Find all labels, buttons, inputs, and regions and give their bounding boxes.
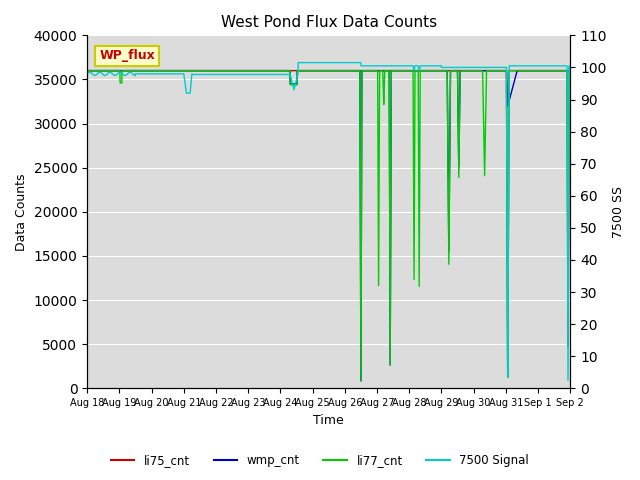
- wmp_cnt: [171, 68, 179, 73]
- wmp_cnt: [566, 68, 574, 73]
- li77_cnt: [481, 168, 488, 173]
- Line: li75_cnt: li75_cnt: [87, 71, 570, 377]
- li77_cnt: [83, 68, 91, 73]
- wmp_cnt: [357, 378, 365, 384]
- li75_cnt: [268, 68, 276, 73]
- Legend: li75_cnt, wmp_cnt, li77_cnt, 7500 Signal: li75_cnt, wmp_cnt, li77_cnt, 7500 Signal: [106, 449, 534, 472]
- li77_cnt: [444, 128, 452, 134]
- 7500 Signal: [564, 377, 572, 383]
- li77_cnt: [566, 68, 574, 73]
- li75_cnt: [373, 68, 381, 73]
- li75_cnt: [481, 68, 488, 73]
- Y-axis label: 7500 SS: 7500 SS: [612, 186, 625, 238]
- li75_cnt: [566, 68, 574, 73]
- li75_cnt: [83, 68, 91, 73]
- li77_cnt: [397, 68, 405, 73]
- wmp_cnt: [268, 68, 276, 73]
- li77_cnt: [171, 68, 179, 73]
- 7500 Signal: [397, 63, 405, 69]
- Line: wmp_cnt: wmp_cnt: [87, 71, 570, 381]
- wmp_cnt: [373, 68, 381, 73]
- Y-axis label: Data Counts: Data Counts: [15, 173, 28, 251]
- 7500 Signal: [83, 71, 91, 77]
- 7500 Signal: [444, 64, 452, 70]
- wmp_cnt: [397, 68, 405, 73]
- wmp_cnt: [83, 68, 91, 73]
- wmp_cnt: [481, 68, 488, 73]
- 7500 Signal: [481, 64, 488, 70]
- Line: 7500 Signal: 7500 Signal: [87, 62, 570, 380]
- 7500 Signal: [268, 72, 276, 77]
- 7500 Signal: [566, 69, 574, 75]
- li77_cnt: [268, 68, 276, 73]
- wmp_cnt: [444, 124, 452, 130]
- li75_cnt: [397, 68, 405, 73]
- li77_cnt: [373, 68, 381, 73]
- li75_cnt: [171, 68, 179, 73]
- Text: WP_flux: WP_flux: [99, 49, 155, 62]
- Line: li77_cnt: li77_cnt: [87, 71, 570, 381]
- li75_cnt: [504, 374, 511, 380]
- li77_cnt: [357, 378, 365, 384]
- Title: West Pond Flux Data Counts: West Pond Flux Data Counts: [221, 15, 436, 30]
- 7500 Signal: [373, 63, 381, 69]
- li75_cnt: [444, 68, 451, 73]
- 7500 Signal: [171, 71, 179, 77]
- 7500 Signal: [294, 60, 302, 65]
- X-axis label: Time: Time: [314, 414, 344, 427]
